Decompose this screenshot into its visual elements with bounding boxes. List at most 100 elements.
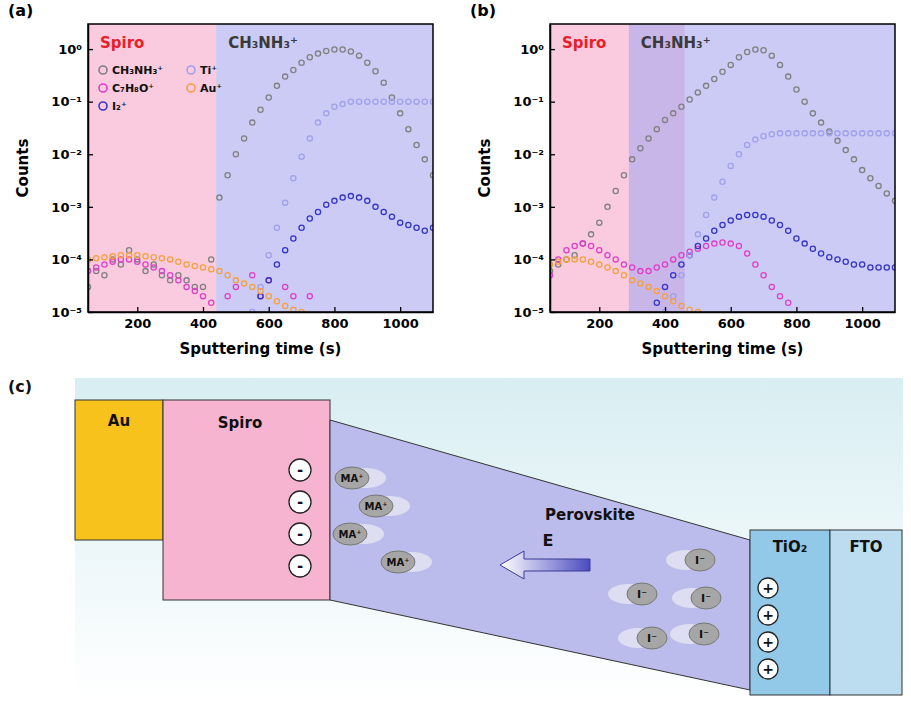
y-tick-label: 10⁻⁴ bbox=[51, 252, 82, 267]
data-point bbox=[192, 263, 197, 268]
data-point bbox=[843, 259, 848, 264]
data-point bbox=[233, 284, 238, 289]
field-label: E bbox=[543, 531, 554, 550]
data-point bbox=[266, 294, 271, 299]
y-tick-mark bbox=[88, 154, 93, 155]
anion-label: I⁻ bbox=[701, 592, 711, 605]
x-axis: 2004006008001000 bbox=[551, 307, 896, 331]
data-point bbox=[662, 284, 667, 289]
data-point bbox=[605, 265, 610, 270]
y-tick-mark bbox=[550, 49, 555, 50]
data-point bbox=[365, 60, 370, 65]
data-point bbox=[588, 259, 593, 264]
data-point bbox=[868, 176, 873, 181]
data-point bbox=[398, 111, 403, 116]
data-point bbox=[654, 300, 659, 305]
charge-sign: - bbox=[297, 493, 303, 511]
data-point bbox=[184, 278, 189, 283]
x-tick: 800 bbox=[783, 307, 810, 331]
data-point bbox=[654, 265, 659, 270]
charge-circle bbox=[758, 659, 778, 679]
data-point bbox=[687, 97, 692, 102]
data-point bbox=[258, 294, 263, 299]
x-tick: 1000 bbox=[845, 307, 881, 331]
data-point bbox=[564, 257, 569, 262]
y-tick-label: 10⁻³ bbox=[51, 199, 82, 214]
x-axis: 2004006008001000 bbox=[89, 307, 434, 331]
perovskite-label: Perovskite bbox=[545, 506, 635, 524]
y-axis-line bbox=[550, 25, 552, 313]
x-tick: 1000 bbox=[383, 307, 419, 331]
data-point bbox=[373, 69, 378, 74]
data-point bbox=[556, 259, 561, 264]
x-tick-mark bbox=[400, 307, 401, 312]
data-point bbox=[135, 259, 140, 264]
x-axis-title: Sputtering time (s) bbox=[180, 340, 342, 358]
data-point bbox=[200, 265, 205, 270]
data-point bbox=[274, 299, 279, 304]
data-point bbox=[769, 53, 774, 58]
data-point bbox=[876, 183, 881, 188]
y-tick-mark bbox=[88, 312, 93, 313]
data-point bbox=[720, 240, 725, 245]
background bbox=[75, 378, 903, 700]
x-tick-mark bbox=[731, 307, 732, 312]
data-point bbox=[745, 49, 750, 54]
cation-label: MA⁺ bbox=[365, 501, 388, 512]
data-point bbox=[638, 268, 643, 273]
legend-label: CH₃NH₃⁺ bbox=[112, 64, 163, 77]
data-point bbox=[414, 142, 419, 147]
data-point bbox=[126, 248, 131, 253]
data-point bbox=[307, 136, 312, 141]
perovskite-layer bbox=[330, 420, 750, 690]
x-axis-line bbox=[89, 312, 434, 314]
charge-circle bbox=[289, 523, 311, 545]
y-tick-label: 10⁻⁵ bbox=[51, 305, 82, 320]
data-point bbox=[671, 273, 676, 278]
y-axis-title: Counts bbox=[14, 139, 32, 198]
y-axis-title: Counts bbox=[476, 139, 494, 198]
series bbox=[654, 212, 895, 305]
data-point bbox=[381, 99, 386, 104]
y-tick-label: 10⁻¹ bbox=[51, 94, 82, 109]
cation bbox=[381, 551, 415, 573]
charge-sign: + bbox=[762, 661, 774, 677]
data-point bbox=[266, 278, 271, 283]
data-point bbox=[291, 294, 296, 299]
data-point bbox=[209, 257, 214, 262]
data-point bbox=[283, 303, 288, 308]
data-point bbox=[860, 262, 865, 267]
data-point bbox=[307, 55, 312, 60]
y-tick-mark bbox=[88, 259, 93, 260]
x-tick: 800 bbox=[321, 307, 348, 331]
data-point bbox=[118, 253, 123, 258]
anion bbox=[685, 549, 715, 571]
tio2-layer bbox=[750, 530, 830, 695]
data-point bbox=[777, 131, 782, 136]
cation-label: MA⁺ bbox=[341, 473, 364, 484]
data-point bbox=[389, 214, 394, 219]
data-point bbox=[786, 300, 791, 305]
data-point bbox=[810, 111, 815, 116]
data-point bbox=[168, 273, 173, 278]
data-point bbox=[851, 131, 856, 136]
data-point bbox=[769, 218, 774, 223]
y-tick-mark bbox=[88, 207, 93, 208]
x-tick-mark bbox=[269, 307, 270, 312]
data-point bbox=[192, 288, 197, 293]
panel-letter: (b) bbox=[470, 1, 496, 20]
data-point bbox=[102, 262, 107, 267]
legend-item: C₇H₈O⁺ bbox=[99, 82, 154, 95]
data-point bbox=[241, 281, 246, 286]
data-point bbox=[283, 248, 288, 253]
data-point bbox=[233, 152, 238, 157]
data-point bbox=[703, 243, 708, 248]
data-point bbox=[728, 163, 733, 168]
data-point bbox=[580, 257, 585, 262]
charge-sign: - bbox=[297, 461, 303, 479]
data-point bbox=[258, 294, 263, 299]
data-point bbox=[381, 209, 386, 214]
data-point bbox=[679, 104, 684, 109]
y-tick-mark bbox=[550, 207, 555, 208]
x-tick: 600 bbox=[718, 307, 745, 331]
